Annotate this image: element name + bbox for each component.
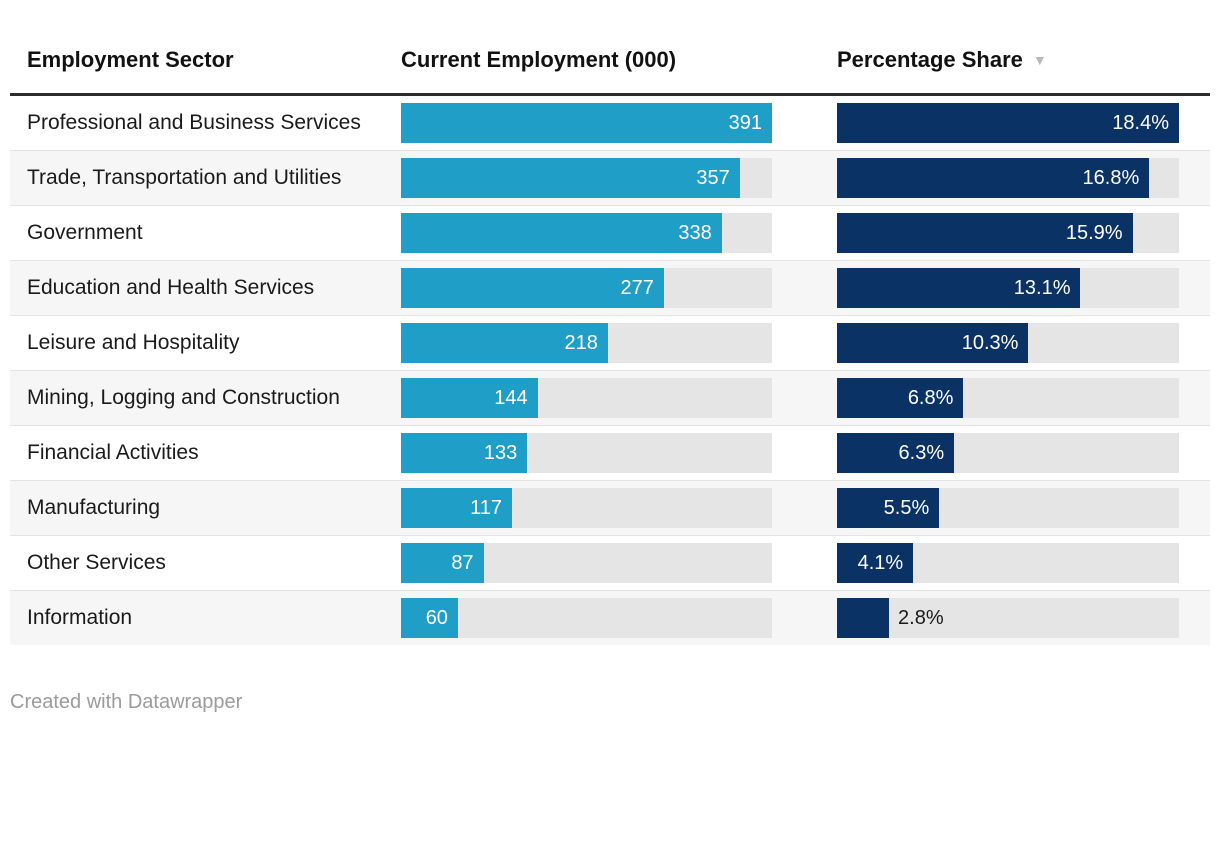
employment-bar: [401, 268, 664, 308]
share-bar-value-label: 10.3%: [961, 332, 1019, 354]
employment-bar-value-label: 144: [494, 387, 528, 409]
share-bar: [837, 323, 1029, 363]
sector-label: Trade, Transportation and Utilities: [27, 166, 342, 189]
employment-bar-track: 60: [401, 598, 772, 638]
table-row: Information 60 2.8%: [10, 590, 1210, 645]
table-row: Professional and Business Services 391 18.…: [10, 96, 1210, 150]
table-row: Education and Health Services 277 13.1%: [10, 260, 1210, 315]
sort-descending-icon: ▼: [1032, 52, 1047, 68]
employment-bar: [401, 103, 772, 143]
employment-bar: [401, 488, 512, 528]
share-bar-value-label: 4.1%: [857, 552, 904, 574]
share-bar: [837, 598, 890, 638]
table-row: Trade, Transportation and Utilities 357 16…: [10, 150, 1210, 205]
table-row: Manufacturing 117 5.5%: [10, 480, 1210, 535]
share-bar-track: 16.8%: [837, 158, 1179, 198]
employment-bar-track: 277: [401, 268, 772, 308]
share-bar: [837, 543, 914, 583]
sector-label: Mining, Logging and Construction: [27, 386, 340, 409]
share-bar-value-label: 6.3%: [898, 442, 945, 464]
table-row: Mining, Logging and Construction 144 6.8%: [10, 370, 1210, 425]
employment-bar-track: 133: [401, 433, 772, 473]
share-bar-value-label: 13.1%: [1013, 277, 1071, 299]
employment-bar-value-label: 218: [564, 332, 598, 354]
share-bar-value-label: 15.9%: [1065, 222, 1123, 244]
table-row: Government 338 15.9%: [10, 205, 1210, 260]
employment-bar-value-label: 338: [678, 222, 712, 244]
employment-bar-track: 338: [401, 213, 772, 253]
sector-label: Other Services: [27, 551, 166, 574]
employment-bar: [401, 598, 458, 638]
employment-bar-value-label: 60: [425, 607, 448, 629]
employment-bar-value-label: 87: [451, 552, 474, 574]
employment-bar-track: 144: [401, 378, 772, 418]
sector-label: Financial Activities: [27, 441, 199, 464]
employment-bar-value-label: 117: [470, 497, 503, 519]
share-bar-track: 2.8%: [837, 598, 1179, 638]
share-bar-track: 10.3%: [837, 323, 1179, 363]
share-bar: [837, 103, 1179, 143]
share-bar: [837, 378, 964, 418]
employment-bar: [401, 213, 722, 253]
share-bar-value-label: 5.5%: [883, 497, 930, 519]
share-bar-track: 13.1%: [837, 268, 1179, 308]
sector-label: Leisure and Hospitality: [27, 331, 240, 354]
employment-bar: [401, 433, 528, 473]
column-header-employment-sector[interactable]: Employment Sector: [27, 47, 234, 72]
share-bar-track: 5.5%: [837, 488, 1179, 528]
employment-bar-track: 391: [401, 103, 772, 143]
table-row: Financial Activities 133 6.3%: [10, 425, 1210, 480]
share-bar-value-label: 6.8%: [907, 387, 954, 409]
employment-bar: [401, 323, 608, 363]
employment-bar-track: 357: [401, 158, 772, 198]
bar-table: Employment Sector Current Employment (00…: [10, 0, 1210, 714]
employment-bar-value-label: 357: [696, 167, 730, 189]
employment-bar: [401, 378, 538, 418]
employment-bar-value-label: 133: [483, 442, 518, 464]
share-bar-value-label: 16.8%: [1082, 167, 1140, 189]
share-bar: [837, 268, 1081, 308]
share-bar: [837, 488, 940, 528]
share-bar-value-label: 2.8%: [898, 607, 944, 629]
employment-bar: [401, 543, 484, 583]
share-bar-value-label: 18.4%: [1112, 112, 1169, 134]
sector-label: Manufacturing: [27, 496, 161, 519]
employment-bar-value-label: 391: [728, 112, 762, 134]
sector-label: Information: [27, 606, 133, 629]
share-bar: [837, 213, 1133, 253]
share-bar-track: 6.3%: [837, 433, 1179, 473]
sector-label: Professional and Business Services: [27, 111, 361, 134]
share-bar-track: 6.8%: [837, 378, 1179, 418]
employment-bar: [401, 158, 740, 198]
datawrapper-credit-link[interactable]: Created with Datawrapper: [10, 691, 243, 713]
column-header-percentage-share[interactable]: Percentage Share ▼: [837, 46, 1179, 74]
table-row: Other Services 87 4.1%: [10, 535, 1210, 590]
column-header-current-employment[interactable]: Current Employment (000): [401, 47, 677, 72]
employment-bar-track: 87: [401, 543, 772, 583]
employment-bar-track: 218: [401, 323, 772, 363]
share-bar-track: 15.9%: [837, 213, 1179, 253]
employment-bar-track: 117: [401, 488, 772, 528]
share-bar-track: 18.4%: [837, 103, 1179, 143]
employment-bar-value-label: 277: [620, 277, 654, 299]
table-body: Professional and Business Services 391 18.…: [10, 96, 1210, 645]
share-bar: [837, 158, 1150, 198]
share-bar-track: 4.1%: [837, 543, 1179, 583]
table-header-row: Employment Sector Current Employment (00…: [10, 0, 1210, 96]
share-bar: [837, 433, 955, 473]
sector-label: Education and Health Services: [27, 276, 315, 299]
sector-label: Government: [27, 221, 143, 244]
column-header-percentage-share-label: Percentage Share: [837, 47, 1023, 72]
table-row: Leisure and Hospitality 218 10.3%: [10, 315, 1210, 370]
